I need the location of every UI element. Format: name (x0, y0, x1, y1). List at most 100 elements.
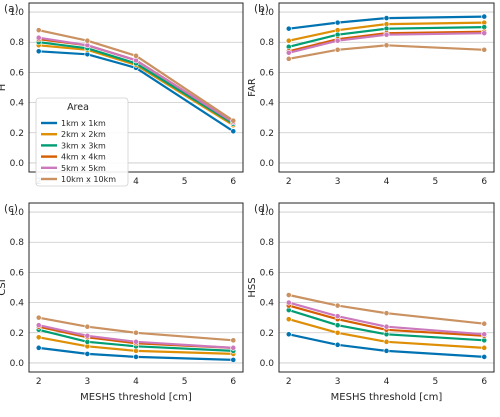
data-point (285, 37, 292, 44)
legend-entry: 1km x 1km (61, 119, 106, 128)
legend-title: Area (67, 102, 89, 113)
series-line (287, 293, 486, 325)
data-point (334, 46, 341, 53)
x-tick-label: 6 (230, 177, 236, 187)
data-point (334, 329, 341, 336)
y-tick-label: 0.6 (260, 68, 275, 78)
panel-d: 0.0 0.2 0.4 0.6 0.8 1.0 2 3 4 5 6 HSS (d) MESHS thres… (247, 202, 495, 403)
data-point (481, 320, 488, 327)
y-tick-label: 0.0 (10, 159, 25, 169)
data-point (285, 55, 292, 62)
axes-frame (278, 2, 495, 173)
x-tick-label: 5 (432, 177, 438, 187)
y-tick-label: 0.0 (10, 359, 25, 369)
x-tick-label: 6 (481, 177, 487, 187)
y-tick-label: 0.2 (260, 129, 274, 139)
panel-letter: (b) (254, 3, 269, 15)
legend: Area 1km x 1km 2km x 2km 3km x 3km 4km x 4km… (35, 97, 129, 187)
panel-b: 0.0 0.2 0.4 0.6 0.8 1.0 2 3 4 5 6 FAR (b) (247, 2, 495, 187)
data-point (285, 292, 292, 298)
panel-letter: (c) (4, 203, 18, 215)
legend-box (35, 97, 129, 187)
data-point (230, 337, 237, 344)
series-line (287, 309, 486, 342)
data-point (84, 332, 91, 339)
y-tick-label: 0.8 (260, 38, 275, 48)
data-point (334, 322, 341, 329)
x-tick-label: 3 (84, 377, 90, 387)
data-point (133, 354, 139, 360)
data-point (35, 314, 42, 321)
data-point (230, 128, 237, 135)
data-point (285, 49, 292, 56)
x-tick-label: 4 (384, 177, 390, 187)
series-line (287, 318, 486, 349)
y-tick-label: 0.4 (260, 299, 275, 309)
x-tick-label: 3 (335, 377, 341, 387)
legend-entry: 3km x 3km (61, 141, 106, 150)
data-point (230, 344, 237, 351)
legend-entry: 5km x 5km (61, 164, 106, 173)
series-line (37, 29, 235, 122)
series-line (287, 32, 486, 54)
data-point (35, 322, 42, 329)
y-tick-label: 0.4 (10, 299, 25, 309)
series-line (37, 316, 235, 342)
series-line (287, 333, 486, 358)
y-tick-label: 1.0 (10, 8, 25, 18)
y-tick-label: 1.0 (260, 8, 275, 18)
series-line (287, 26, 486, 48)
data-point (35, 48, 42, 55)
y-axis-label: FAR (247, 78, 258, 97)
legend-entry: 4km x 4km (61, 153, 106, 162)
series-line (37, 50, 235, 133)
series-line (37, 324, 235, 349)
data-point (481, 30, 488, 37)
data-point (285, 316, 292, 323)
data-point (481, 331, 488, 338)
data-point (481, 344, 488, 351)
data-point (334, 302, 341, 309)
y-tick-label: 0.4 (10, 99, 25, 109)
data-point (35, 334, 42, 341)
data-point (35, 27, 42, 34)
series-line (37, 336, 235, 355)
data-point (383, 310, 390, 317)
legend-entry: 2km x 2km (61, 130, 106, 139)
series-line (287, 301, 486, 336)
y-tick-label: 0.2 (10, 129, 24, 139)
data-point (230, 117, 237, 124)
x-tick-label: 5 (182, 177, 188, 187)
series-line (37, 346, 235, 361)
panel-letter: (a) (4, 3, 19, 15)
series-line (37, 44, 235, 127)
data-point (84, 37, 91, 44)
data-point (334, 341, 341, 348)
y-tick-label: 1.0 (10, 208, 25, 218)
y-tick-label: 0.8 (260, 238, 275, 248)
data-point (285, 331, 292, 338)
x-tick-label: 4 (133, 177, 139, 187)
y-tick-label: 0.2 (260, 329, 274, 339)
panel-c: 0.0 0.2 0.4 0.6 0.8 1.0 2 3 4 5 6 CSI (c) MESHS thres… (0, 202, 244, 403)
x-tick-label: 6 (230, 377, 236, 387)
x-tick-label: 2 (286, 177, 292, 187)
data-point (383, 31, 390, 38)
y-axis-label: CSI (0, 279, 8, 295)
data-point (230, 357, 237, 363)
data-point (84, 323, 91, 330)
x-tick-label: 5 (182, 377, 188, 387)
y-tick-label: 0.8 (10, 38, 25, 48)
x-tick-label: 2 (36, 377, 42, 387)
y-tick-label: 0.8 (10, 238, 25, 248)
y-tick-label: 0.2 (10, 329, 24, 339)
series-line (287, 15, 486, 30)
axes-frame (28, 202, 244, 373)
data-point (334, 313, 341, 320)
y-axis-label: H (0, 84, 8, 92)
data-point (133, 329, 139, 336)
x-tick-label: 3 (335, 177, 341, 187)
y-tick-label: 0.4 (260, 99, 275, 109)
data-point (481, 46, 488, 53)
